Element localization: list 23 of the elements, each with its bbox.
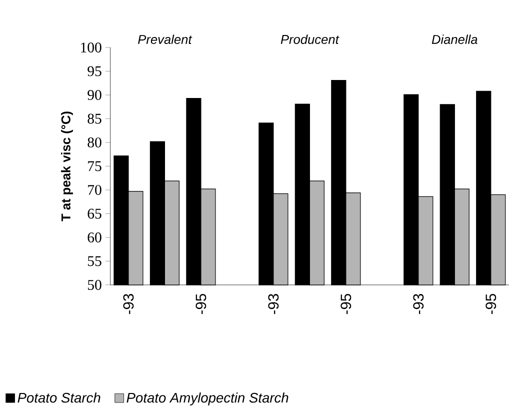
y-tick-label: 100	[81, 42, 102, 53]
y-tick-label: 95	[88, 66, 102, 76]
x-tick-label: -93	[268, 294, 279, 314]
legend-label: Potato Starch	[18, 392, 100, 403]
y-tick-label: 75	[88, 162, 102, 172]
x-tick-label: -95	[196, 294, 206, 314]
x-tick-label: -93	[413, 294, 424, 314]
y-tick-label: 50	[88, 280, 102, 290]
x-tick-label: -95	[486, 294, 496, 314]
y-tick-label: 80	[88, 138, 102, 148]
y-tick-label: 55	[88, 256, 102, 266]
y-tick-label: 60	[88, 232, 102, 243]
text: Producent	[280, 34, 340, 44]
y-tick-label: 65	[88, 208, 102, 219]
x-tick-label: -95	[340, 294, 352, 314]
y-tick-label: 90	[88, 90, 102, 100]
y-tick-label: 85	[88, 114, 102, 124]
text: Dianella	[432, 34, 478, 44]
x-tick-label: -93	[123, 294, 134, 314]
y-axis-title: T at peak visc (°C)	[61, 112, 73, 222]
legend-label: Potato Amylopectin Starch	[126, 392, 288, 406]
y-tick-label: 70	[88, 185, 102, 196]
text: Prevalent	[138, 34, 192, 44]
